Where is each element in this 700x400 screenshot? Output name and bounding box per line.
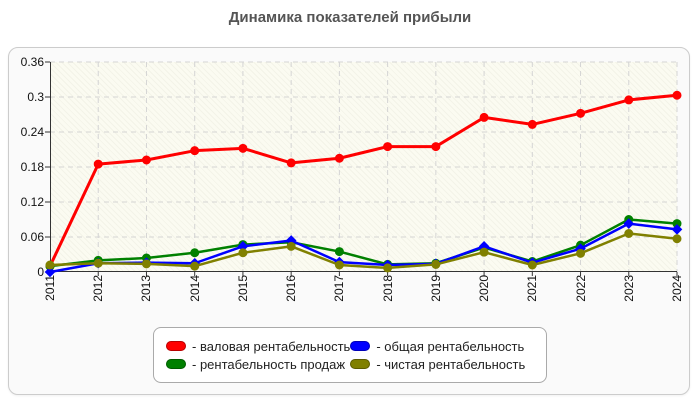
legend-label: - общая рентабельность	[376, 338, 525, 354]
series-marker-0	[238, 143, 248, 153]
series-marker-3	[479, 247, 489, 257]
x-axis-label: 2014	[187, 275, 202, 302]
series-line-1	[48, 222, 679, 274]
series-marker-3	[672, 234, 682, 244]
legend-item-2: - рентабельность продаж	[166, 357, 350, 372]
series-marker-3	[431, 259, 441, 269]
series-marker-3	[527, 260, 537, 270]
y-axis-label: 0.3	[27, 90, 44, 104]
x-axis-label: 2023	[621, 275, 636, 302]
x-axis-label: 2012	[91, 275, 106, 302]
series-marker-3	[93, 258, 103, 268]
series-marker-1	[671, 224, 683, 235]
series-marker-3	[576, 248, 586, 258]
x-axis-label: 2019	[428, 275, 443, 302]
plot-svg	[44, 61, 683, 278]
x-axis-label: 2024	[670, 275, 684, 302]
series-marker-0	[672, 90, 682, 100]
x-axis-label: 2020	[477, 275, 492, 302]
y-axis-label: 0.06	[20, 230, 44, 244]
x-axis-label: 2018	[380, 275, 395, 302]
legend-swatch-icon	[166, 359, 186, 369]
y-axis-label: 0.12	[20, 195, 44, 209]
series-marker-0	[527, 119, 537, 129]
series-marker-2	[334, 247, 344, 257]
series-marker-0	[141, 155, 151, 165]
legend-item-3: - чистая рентабельность	[350, 357, 534, 372]
series-line-0	[48, 93, 679, 268]
legend-swatch-icon	[166, 341, 186, 351]
series-marker-1	[623, 218, 635, 229]
x-axis-label: 2017	[332, 275, 347, 302]
y-axis-label: 0	[37, 265, 44, 279]
series-marker-1	[44, 266, 56, 278]
legend-label: - валовая рентабельность	[192, 338, 351, 354]
legend-label: - рентабельность продаж	[192, 356, 346, 372]
legend-label: - чистая рентабельность	[376, 356, 526, 372]
x-axis-label: 2011	[43, 275, 57, 301]
series-marker-3	[238, 248, 248, 258]
series-marker-0	[624, 95, 634, 105]
series-marker-3	[190, 261, 200, 271]
plot-area	[44, 61, 683, 278]
series-marker-0	[190, 146, 200, 156]
series-marker-0	[383, 142, 393, 152]
series-line-3	[48, 232, 679, 270]
chart-title: Динамика показателей прибыли	[228, 9, 472, 26]
legend-item-1: - общая рентабельность	[350, 339, 534, 354]
series-marker-3	[624, 229, 634, 238]
x-axis-label: 2022	[573, 275, 588, 302]
series-marker-0	[334, 153, 344, 163]
legend-item-0: - валовая рентабельность	[166, 339, 350, 354]
series-marker-3	[286, 241, 296, 251]
series-marker-0	[93, 159, 103, 169]
series-marker-0	[286, 158, 296, 168]
series-marker-3	[334, 260, 344, 270]
series-marker-0	[431, 142, 441, 152]
series-marker-3	[45, 260, 55, 270]
legend-swatch-icon	[350, 359, 371, 369]
series-marker-3	[383, 263, 393, 273]
series-marker-0	[479, 112, 489, 122]
x-axis-label: 2021	[525, 275, 540, 302]
x-axis-label: 2013	[139, 275, 154, 302]
y-axis-label: 0.18	[20, 160, 44, 174]
y-axis-label: 0.36	[20, 55, 44, 69]
series-marker-0	[576, 108, 586, 118]
x-axis-label: 2016	[284, 275, 299, 302]
series-marker-3	[141, 259, 151, 269]
y-axis-label: 0.24	[20, 125, 44, 139]
legend: - валовая рентабельность - общая рентабел…	[153, 327, 547, 383]
series-line-2	[48, 218, 679, 268]
x-axis-label: 2015	[235, 275, 250, 302]
series-marker-2	[190, 248, 200, 258]
legend-swatch-icon	[350, 341, 371, 351]
